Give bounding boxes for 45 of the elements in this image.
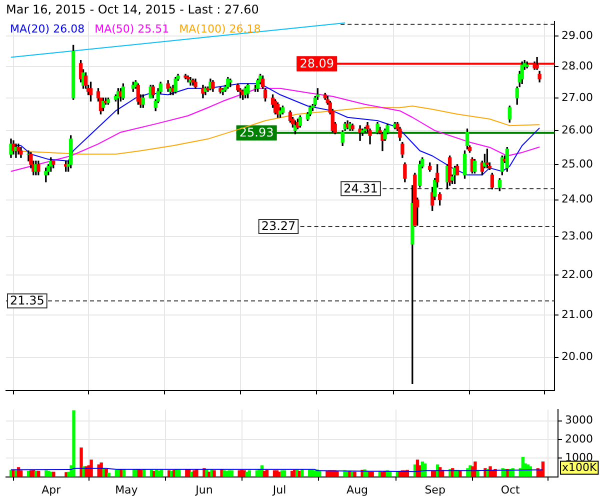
y-tick-label: 1000 [565, 450, 594, 464]
x-tick-label: Oct [500, 483, 521, 496]
y-tick-label: 23.00 [562, 229, 594, 242]
bar [178, 470, 181, 477]
ref-line-label: 25.93 [239, 126, 274, 140]
bar [230, 470, 234, 477]
bar [474, 462, 477, 477]
x-tick-label: Jun [194, 483, 213, 496]
bar [265, 470, 269, 477]
bar [52, 472, 56, 477]
bar [541, 462, 545, 477]
y-tick-label: 28.00 [562, 59, 594, 72]
bar [72, 410, 76, 477]
text: MA(100) 26.18 [179, 22, 261, 36]
y-tick-label: 24.00 [562, 192, 594, 206]
y-tick-label: 25.00 [562, 157, 594, 170]
ref-line-label: 21.35 [10, 294, 44, 308]
bar [160, 470, 164, 477]
bar [90, 460, 93, 477]
y-tick-label: 2000 [565, 432, 594, 446]
x-tick-label: May [115, 483, 138, 496]
y-tick-label: 26.00 [562, 123, 594, 136]
y-tick-label: 27.00 [562, 90, 594, 104]
bar [107, 472, 110, 477]
text: MA(50) 25.51 [94, 22, 170, 36]
y-tick-label: 29.00 [562, 29, 594, 42]
text: x100K [562, 461, 598, 474]
bar [353, 472, 356, 477]
bar [336, 470, 339, 477]
x-tick-label: Jul [272, 483, 286, 496]
bar [212, 470, 216, 477]
x-tick-label: Sep [424, 483, 446, 496]
ref-line-label: 24.31 [344, 181, 378, 196]
bar [195, 469, 198, 477]
y-tick-label: 22.00 [562, 268, 594, 281]
y-tick-label: 3000 [565, 414, 594, 427]
chart-title: Mar 16, 2015 - Oct 14, 2015 - Last : 27.60 [6, 2, 259, 16]
ref-line-label: 28.09 [300, 56, 334, 70]
y-tick-label: 21.00 [562, 308, 594, 322]
y-tick-label: 20.00 [562, 350, 594, 364]
ref-line-label: 23.27 [261, 219, 296, 234]
bar [80, 448, 83, 477]
x-tick-label: Aug [346, 483, 368, 496]
x-tick-label: Apr [42, 483, 62, 496]
text: MA(20) 26.08 [10, 22, 85, 36]
